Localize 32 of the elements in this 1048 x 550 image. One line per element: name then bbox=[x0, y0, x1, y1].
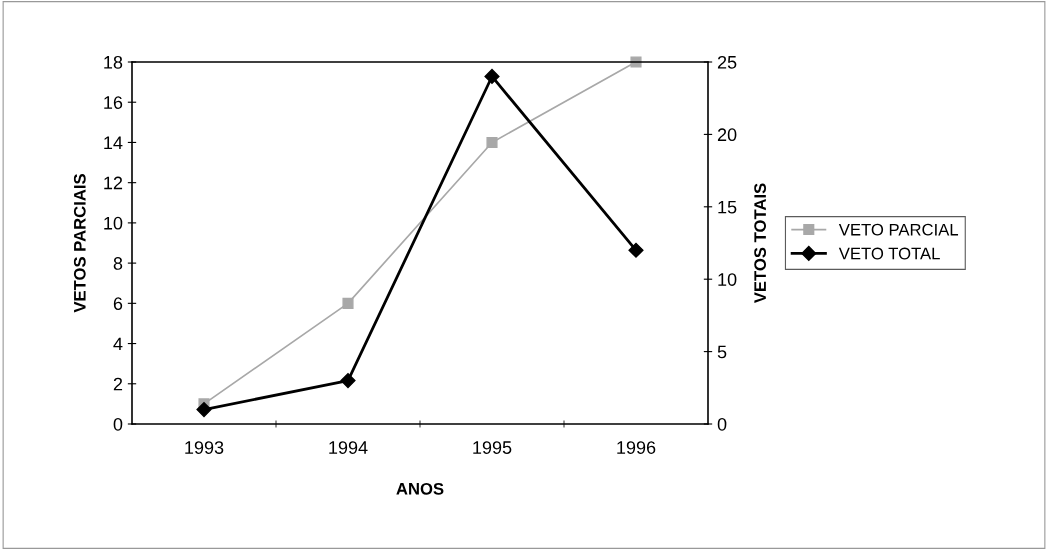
x-tick-label: 1993 bbox=[185, 441, 224, 454]
y-tick-label: 6 bbox=[113, 297, 123, 311]
legend-label: VETO PARCIAL bbox=[838, 223, 959, 236]
point bbox=[342, 297, 354, 309]
x-axis-title: ANOS bbox=[396, 482, 444, 495]
point bbox=[484, 68, 500, 85]
y-tick-label: 4 bbox=[113, 337, 123, 351]
x-tick-label: 1996 bbox=[617, 441, 656, 454]
y2-tick-label: 20 bbox=[717, 128, 737, 142]
point bbox=[340, 372, 356, 389]
y2-tick-label: 0 bbox=[717, 417, 727, 431]
x-tick-label: 1994 bbox=[329, 441, 368, 454]
x-tick-label: 1995 bbox=[473, 441, 512, 454]
y-tick-label: 12 bbox=[104, 176, 123, 190]
y2-tick-label: 10 bbox=[718, 273, 737, 286]
y2-tick-label: 25 bbox=[717, 55, 737, 69]
y2-tick-label: 5 bbox=[717, 345, 727, 359]
y2-tick-label: 15 bbox=[718, 200, 737, 214]
point bbox=[196, 401, 212, 418]
point bbox=[628, 242, 644, 258]
y-tick-label: 16 bbox=[104, 96, 123, 109]
y-tick-label: 8 bbox=[113, 257, 123, 270]
y-tick-label: 2 bbox=[113, 377, 123, 391]
y2-axis-title: VETOS TOTAIS bbox=[754, 183, 767, 304]
legend-label: VETO TOTAL bbox=[838, 247, 940, 260]
y-tick-label: 0 bbox=[113, 417, 123, 431]
y-tick-label: 18 bbox=[104, 55, 123, 69]
y-tick-label: 14 bbox=[104, 136, 123, 149]
y-axis-title: VETOS PARCIAIS bbox=[73, 174, 86, 313]
point bbox=[486, 136, 498, 149]
point bbox=[630, 56, 642, 68]
y-tick-label: 10 bbox=[104, 216, 123, 230]
